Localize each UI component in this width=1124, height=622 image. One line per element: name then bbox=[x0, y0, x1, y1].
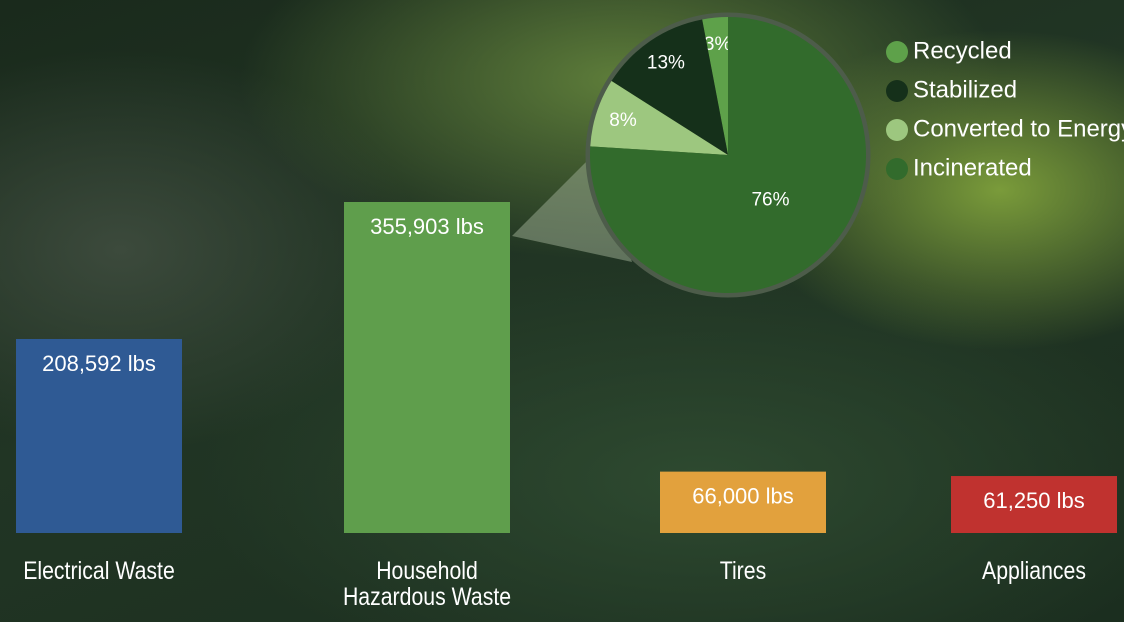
chart: 208,592 lbs 355,903 lbs 66,000 lbs 61,250 l… bbox=[0, 0, 1124, 622]
category-label: Household Hazardous Waste bbox=[322, 558, 531, 610]
legend-swatch bbox=[886, 80, 908, 102]
bar-value-label: 66,000 lbs bbox=[692, 483, 794, 508]
bar-value-label: 61,250 lbs bbox=[983, 488, 1085, 513]
bar-value-label: 355,903 lbs bbox=[370, 214, 484, 239]
legend-swatch bbox=[886, 158, 908, 180]
legend-swatch bbox=[886, 41, 908, 63]
bar-value-label: 208,592 lbs bbox=[42, 351, 156, 376]
slice-label: 8% bbox=[609, 110, 637, 131]
slice-label: 13% bbox=[647, 53, 685, 74]
slice-label: 76% bbox=[751, 189, 789, 210]
legend-label: Incinerated bbox=[913, 154, 1032, 181]
legend-label: Stabilized bbox=[913, 76, 1017, 103]
category-label: Electrical Waste bbox=[0, 558, 204, 584]
legend-label: Recycled bbox=[913, 37, 1012, 64]
category-label: Appliances bbox=[929, 558, 1124, 584]
bar bbox=[344, 202, 510, 533]
legend-label: Converted to Energy bbox=[913, 115, 1124, 142]
legend-swatch bbox=[886, 119, 908, 141]
infographic: 208,592 lbs 355,903 lbs 66,000 lbs 61,250 l… bbox=[0, 0, 1124, 622]
category-label: Tires bbox=[638, 558, 847, 584]
